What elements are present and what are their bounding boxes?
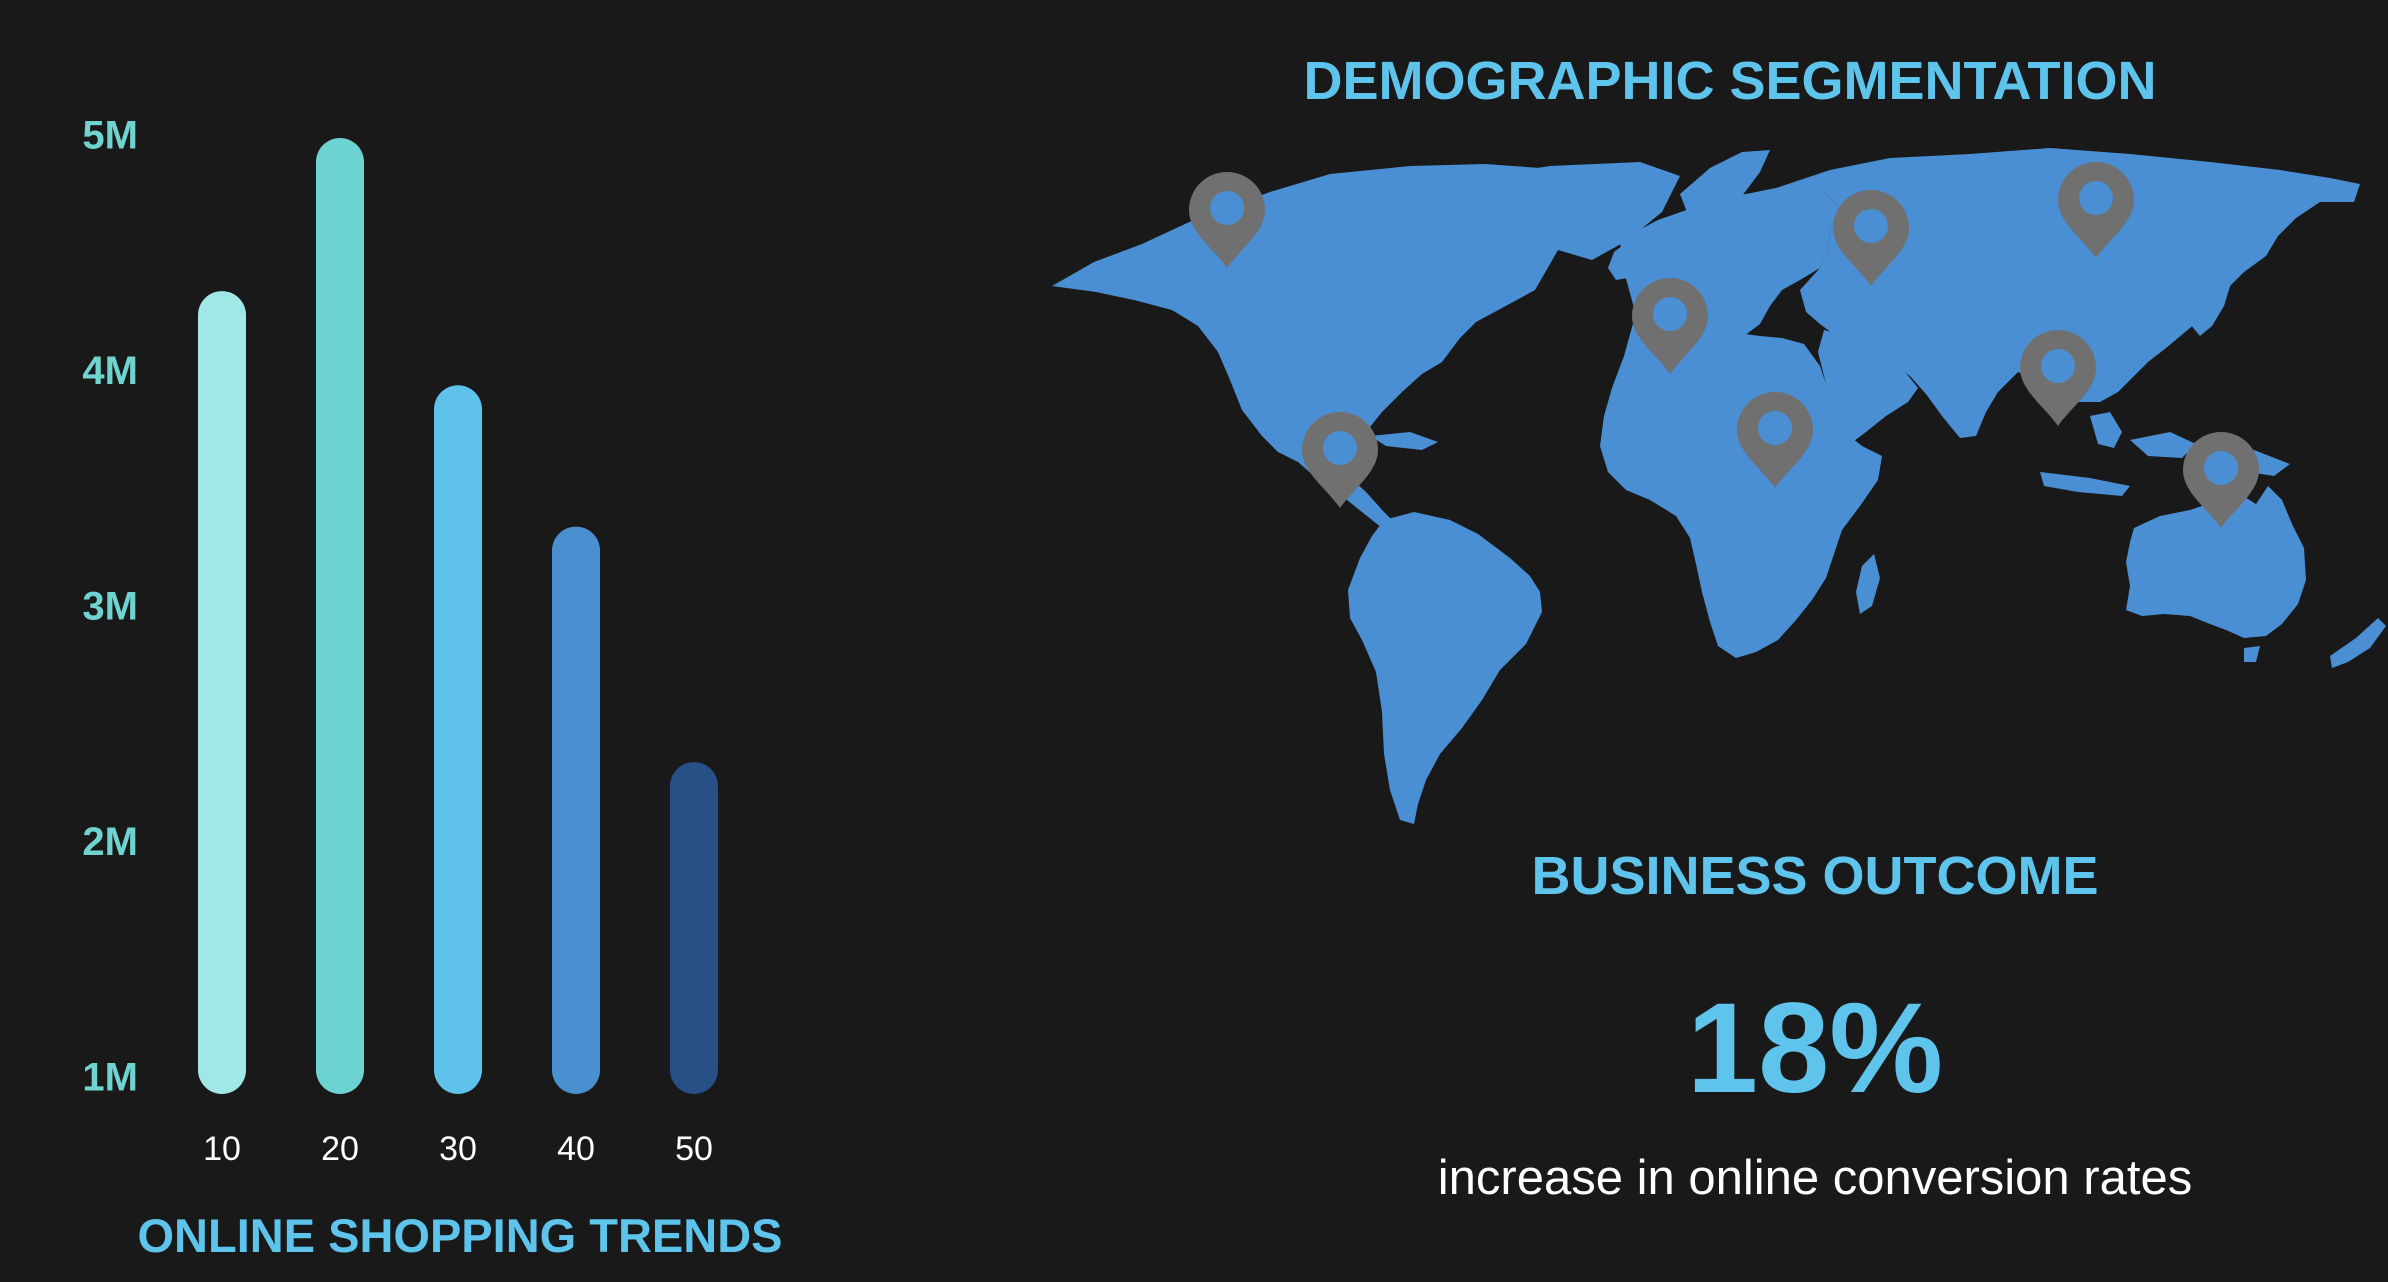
x-tick-label: 40 [557,1130,595,1168]
map-pin-icon [2058,162,2134,258]
japan [2190,264,2232,336]
map-pin-icon [2020,330,2096,426]
y-tick-label: 4M [82,349,138,393]
map-pin-icon [1302,412,1378,508]
x-tick-label: 20 [321,1130,359,1168]
x-tick-label: 10 [203,1130,241,1168]
tasmania [2244,646,2260,662]
bar [670,762,718,1094]
y-axis-ticks: 5M 4M 3M 2M 1M [82,114,138,1100]
south-america [1348,512,1542,824]
bar-chart: 5M 4M 3M 2M 1M 10 20 30 40 50 [82,114,718,1168]
new-zealand [2330,618,2386,668]
outcome-title: BUSINESS OUTCOME [1531,846,2099,906]
outcome-value: 18% [1686,977,1944,1120]
map-pin-icon [1833,190,1909,286]
arctic-islands [1330,170,1440,202]
bar [316,138,364,1094]
north-america [1052,164,1590,476]
australia [2126,486,2306,638]
y-tick-label: 5M [82,114,138,158]
y-tick-label: 3M [82,585,138,629]
southeast-asia-islands [2040,412,2290,496]
map-pin-icon [1189,172,1265,268]
scandinavia [1680,150,1770,230]
map-pins [1189,162,2259,528]
x-tick-label: 50 [675,1130,713,1168]
bar [198,291,246,1094]
outcome-caption: increase in online conversion rates [1437,1151,2193,1205]
map-pin-icon [1737,392,1813,488]
arabia [1818,330,1918,444]
uk [1608,240,1636,280]
world-map-land [1052,148,2386,824]
map-title: DEMOGRAPHIC SEGMENTATION [1303,51,2157,111]
greenland [1460,162,1680,260]
x-tick-label: 30 [439,1130,477,1168]
bars [198,138,718,1094]
caribbean [1370,432,1438,450]
y-tick-label: 1M [82,1056,138,1100]
bar [552,526,600,1094]
x-axis-ticks: 10 20 30 40 50 [203,1130,713,1168]
madagascar [1856,554,1880,614]
world-map [1052,148,2386,824]
bar [434,385,482,1094]
africa [1600,316,1882,658]
chart-title: ONLINE SHOPPING TRENDS [137,1209,783,1262]
y-tick-label: 2M [82,820,138,864]
map-pin-icon [1632,278,1708,374]
asia [1776,148,2360,438]
map-pin-icon [2183,432,2259,528]
